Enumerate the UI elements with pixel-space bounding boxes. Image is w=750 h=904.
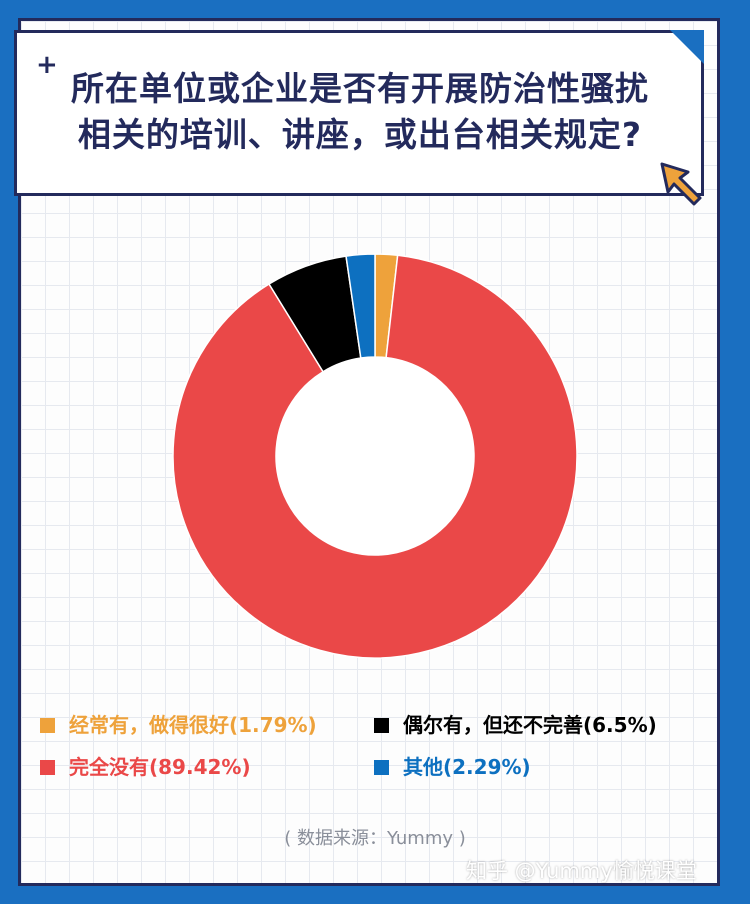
plus-icon: + bbox=[36, 50, 58, 80]
legend-swatch-0 bbox=[40, 718, 55, 733]
watermark: 知乎 @Yummy愉悦课堂 bbox=[466, 859, 697, 883]
legend-item-0: 经常有，做得很好(1.79%) bbox=[40, 712, 317, 738]
title-box bbox=[14, 30, 704, 196]
legend-item-3: 其他(2.29%) bbox=[374, 754, 531, 780]
title-line-1: 所在单位或企业是否有开展防治性骚扰 bbox=[71, 69, 649, 108]
title-line-2: 相关的培训、讲座，或出台相关规定? bbox=[77, 115, 643, 154]
legend-label-3: 其他(2.29%) bbox=[403, 755, 531, 779]
legend-label-2: 完全没有(89.42%) bbox=[69, 755, 251, 779]
data-source: ( 数据来源：Yummy ) bbox=[284, 828, 466, 849]
page-title: 所在单位或企业是否有开展防治性骚扰 相关的培训、讲座，或出台相关规定? bbox=[40, 66, 680, 158]
legend-item-2: 完全没有(89.42%) bbox=[40, 754, 251, 780]
legend-label-1: 偶尔有，但还不完善(6.5%) bbox=[403, 713, 657, 737]
legend-swatch-1 bbox=[374, 718, 389, 733]
legend-label-0: 经常有，做得很好(1.79%) bbox=[69, 713, 317, 737]
folded-corner bbox=[670, 30, 704, 64]
pointer-arrow-icon bbox=[660, 162, 702, 206]
donut-hole bbox=[276, 357, 474, 555]
legend-swatch-2 bbox=[40, 760, 55, 775]
legend-swatch-3 bbox=[374, 760, 389, 775]
legend-item-1: 偶尔有，但还不完善(6.5%) bbox=[374, 712, 657, 738]
